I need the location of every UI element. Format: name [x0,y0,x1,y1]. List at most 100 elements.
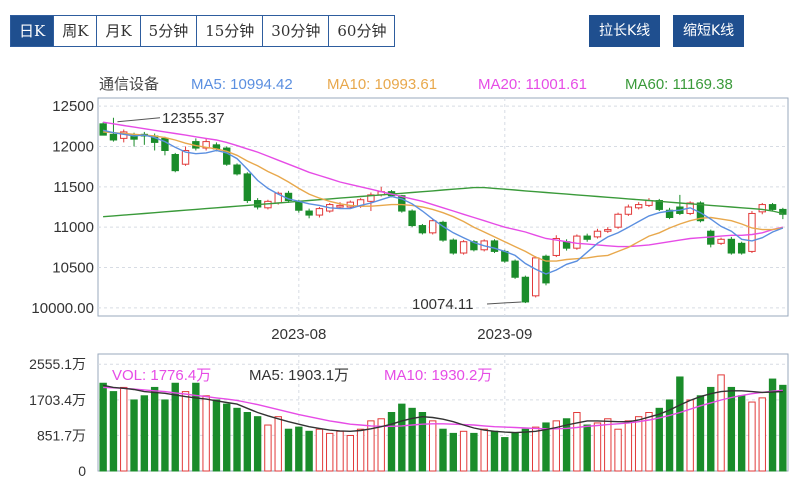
ma5-line [102,129,784,275]
tab-6[interactable]: 60分钟 [329,16,395,46]
candle-body [449,239,457,254]
zoom-out-button[interactable]: 缩短K线 [673,15,745,47]
candle-body [604,229,612,232]
candle-body [521,276,530,303]
volume-bar [665,399,674,472]
period-tabs: 日K 周K 月K 5分钟 15分钟 30分钟 60分钟 [10,15,396,47]
candle-body [295,200,303,211]
volume-bar [676,376,684,472]
candle-body [130,134,138,140]
candle-body [737,242,746,254]
candle-body [614,213,622,228]
candle-body [490,240,499,252]
candle-body [583,235,591,240]
candle-body [367,194,375,202]
ma20-line [102,121,784,248]
candle-body [779,208,787,215]
volume-bar [161,399,169,472]
price-panel-frame [97,97,789,317]
volume-bar [542,422,550,472]
volume-bar [573,412,581,472]
zoom-in-button[interactable]: 拉长K线 [589,15,661,47]
volume-bar [501,437,509,472]
volume-bar [233,407,241,472]
price-tick-label: 12500 [52,98,94,115]
volume-bar [408,407,416,472]
volume-bar [552,420,560,472]
volume-bar [645,412,653,472]
volume-bar [562,418,571,472]
volume-bar [459,430,468,472]
volume-bar [511,432,519,472]
x-tick-label: 2023-08 [271,326,326,343]
volume-bar [326,432,334,472]
high-annotation: 12355.37 [162,110,225,127]
ma-legend-0: MA5: 10994.42 [191,76,293,93]
ma60-line [103,186,784,218]
candle-body [315,208,324,216]
candle-body [181,149,190,165]
volume-bar [470,432,478,472]
volume-bar [109,391,118,472]
volume-bar [212,399,221,472]
volume-bar [604,418,612,472]
candle-body [202,141,210,149]
volume-bar [367,420,375,472]
volume-bar [150,386,159,472]
candle-body [429,220,437,234]
candle-body [305,210,313,216]
tab-1[interactable]: 周K [54,16,98,46]
volume-bar [531,426,540,472]
candle-body [748,212,756,252]
high-annotation-arrow [117,117,161,123]
tab-4[interactable]: 15分钟 [197,16,264,46]
volume-bar [593,422,602,472]
candle-body [768,204,777,210]
volume-bar [171,382,179,472]
vol-ma5-line [102,384,783,434]
low-annotation: 10074.11 [412,296,473,313]
volume-bar [305,430,313,472]
candle-body [171,154,179,172]
volume-bar [624,420,633,472]
volume-bar [398,403,406,472]
volume-bar [120,386,128,472]
volume-bar [583,424,591,472]
volume-bar [748,401,756,472]
volume-bar [614,428,622,472]
tab-0[interactable]: 日K [11,16,55,46]
candle-body [470,241,478,251]
volume-bar [336,430,344,472]
candle-body [624,206,633,215]
candle-body [243,173,252,202]
volume-bar [274,416,282,472]
volume-tick-label: 851.7万 [37,427,86,443]
tab-3[interactable]: 5分钟 [140,16,198,46]
volume-bar [717,374,725,472]
volume-tick-label: 1703.4万 [29,392,86,408]
vol-legend-1: MA5: 1903.1万 [249,367,349,384]
stock-name: 通信设备 [99,75,159,93]
candle-body [398,195,406,212]
ma-legend-1: MA10: 10993.61 [327,76,437,93]
candle-body [717,238,725,244]
candle-body [408,210,416,227]
volume-bar [264,424,272,472]
price-tick-label: 10000.00 [31,300,94,317]
volume-bar [223,403,231,472]
volume-bar [758,397,766,472]
tab-2[interactable]: 月K [97,16,141,46]
volume-bar [429,420,437,472]
tab-5[interactable]: 30分钟 [263,16,330,46]
volume-bar [480,428,488,472]
volume-bar [315,428,324,472]
volume-bar [356,428,365,472]
volume-bar [99,382,107,472]
candle-body [655,200,663,210]
volume-bar [346,434,355,472]
candle-body [727,238,736,254]
candle-body [593,230,602,238]
low-annotation-arrow [486,301,522,305]
volume-bar [768,378,777,472]
price-tick-label: 11500 [53,179,94,196]
